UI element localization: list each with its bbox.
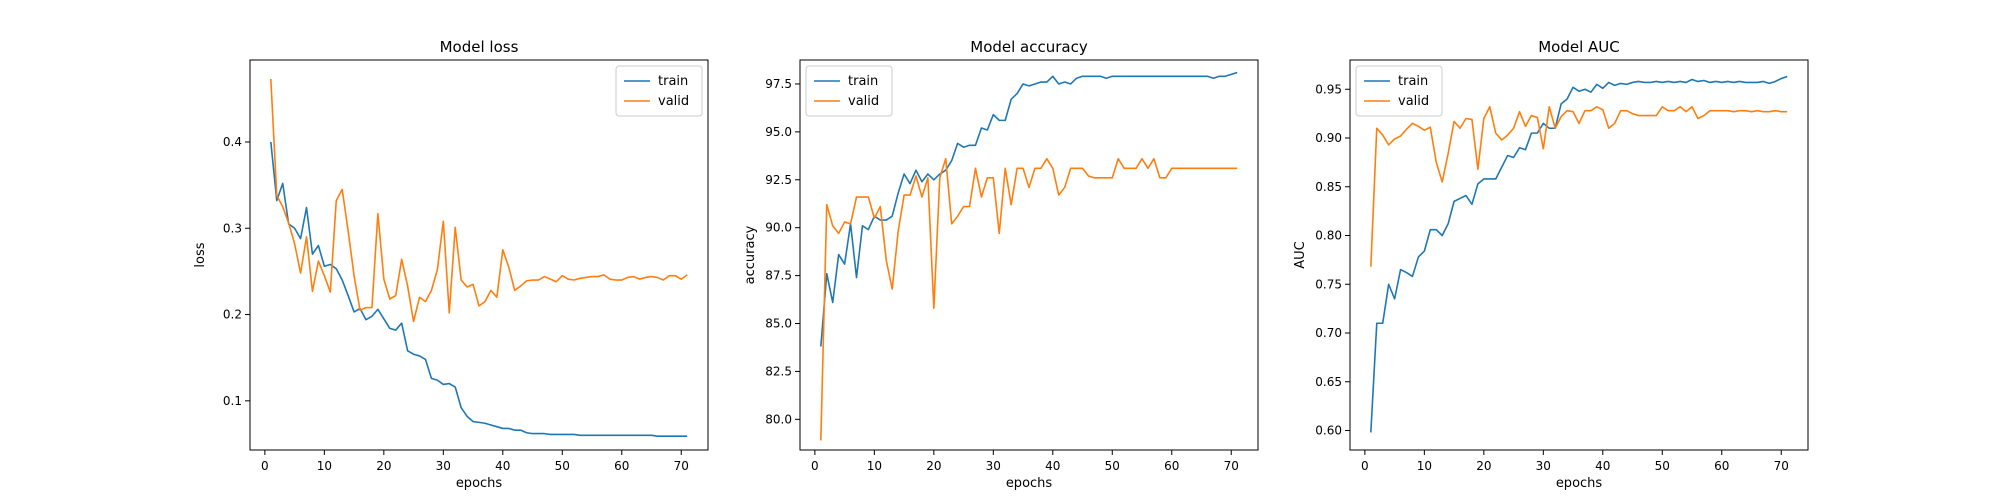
auc-chart: Model AUC epochs AUC 0 10 20 30 40 50 60 70 0.60… [1293, 38, 1809, 491]
plot-frame [1349, 59, 1809, 451]
y-tick-label: 87.5 [765, 269, 792, 283]
x-tick-label: 0 [811, 459, 819, 473]
series-line-valid [820, 157, 1238, 441]
legend-train-label: train [848, 74, 878, 89]
series-line-valid [1370, 106, 1788, 267]
y-tick-label: 97.5 [765, 77, 792, 91]
y-tick-label: 0.85 [1315, 180, 1342, 194]
x-tick-label: 30 [436, 459, 451, 473]
y-tick-label: 90.0 [765, 221, 792, 235]
y-tick-label: 95.0 [765, 125, 792, 139]
x-tick-label: 50 [1105, 459, 1120, 473]
x-axis-label: epochs [456, 476, 503, 491]
legend-train-label: train [658, 74, 688, 89]
accuracy-chart: Model accuracy epochs accuracy 0 10 20 30 40… [743, 38, 1259, 491]
x-axis-label: epochs [1556, 476, 1603, 491]
series-line-train [270, 141, 688, 437]
x-tick-label: 60 [1164, 459, 1179, 473]
y-tick-label: 0.65 [1315, 375, 1342, 389]
plot-frame [249, 59, 709, 451]
series-line-valid [270, 78, 688, 323]
x-tick-label: 10 [317, 459, 332, 473]
legend-train-label: train [1398, 74, 1428, 89]
x-tick-label: 30 [986, 459, 1001, 473]
chart-title: Model AUC [1538, 38, 1620, 56]
series-line-train [1370, 75, 1788, 433]
x-tick-label: 10 [867, 459, 882, 473]
x-tick-label: 60 [1714, 459, 1729, 473]
x-tick-label: 20 [1476, 459, 1491, 473]
y-tick-label: 0.95 [1315, 82, 1342, 96]
y-tick-label: 0.90 [1315, 131, 1342, 145]
legend: train valid [615, 65, 703, 117]
legend-box [615, 65, 703, 117]
x-tick-label: 20 [376, 459, 391, 473]
x-tick-label: 70 [1774, 459, 1789, 473]
chart-title: Model loss [440, 38, 519, 56]
x-tick-label: 30 [1536, 459, 1551, 473]
x-tick-label: 60 [614, 459, 629, 473]
x-axis-label: epochs [1006, 476, 1053, 491]
y-tick-label: 0.2 [223, 308, 242, 322]
y-tick-label: 92.5 [765, 173, 792, 187]
y-tick-label: 0.3 [223, 221, 242, 235]
y-axis-label: loss [193, 242, 208, 267]
y-tick-label: 0.4 [223, 135, 242, 149]
y-tick-label: 0.60 [1315, 424, 1342, 438]
series-line-train [820, 71, 1238, 347]
x-tick-label: 70 [674, 459, 689, 473]
legend-box [1355, 65, 1443, 117]
x-tick-label: 0 [261, 459, 269, 473]
x-tick-label: 50 [1655, 459, 1670, 473]
x-tick-label: 40 [495, 459, 510, 473]
y-tick-label: 0.75 [1315, 277, 1342, 291]
y-tick-label: 0.70 [1315, 326, 1342, 340]
y-tick-label: 0.80 [1315, 229, 1342, 243]
legend-valid-label: valid [1398, 94, 1429, 109]
x-tick-label: 50 [555, 459, 570, 473]
x-tick-label: 40 [1595, 459, 1610, 473]
chart-title: Model accuracy [970, 38, 1088, 56]
y-axis-label: accuracy [743, 225, 758, 284]
legend: train valid [805, 65, 893, 117]
y-axis-label: AUC [1293, 241, 1308, 269]
y-tick-label: 85.0 [765, 317, 792, 331]
x-tick-label: 10 [1417, 459, 1432, 473]
x-tick-label: 40 [1045, 459, 1060, 473]
legend-box [805, 65, 893, 117]
legend-valid-label: valid [848, 94, 879, 109]
legend-valid-label: valid [658, 94, 689, 109]
y-tick-label: 82.5 [765, 364, 792, 378]
legend: train valid [1355, 65, 1443, 117]
x-tick-label: 70 [1224, 459, 1239, 473]
x-tick-label: 20 [926, 459, 941, 473]
y-tick-label: 80.0 [765, 412, 792, 426]
y-tick-label: 0.1 [223, 394, 242, 408]
x-tick-label: 0 [1361, 459, 1369, 473]
loss-chart: Model loss epochs loss 0 10 20 30 40 50 60 70 0.… [193, 38, 709, 491]
plot-frame [799, 59, 1259, 451]
